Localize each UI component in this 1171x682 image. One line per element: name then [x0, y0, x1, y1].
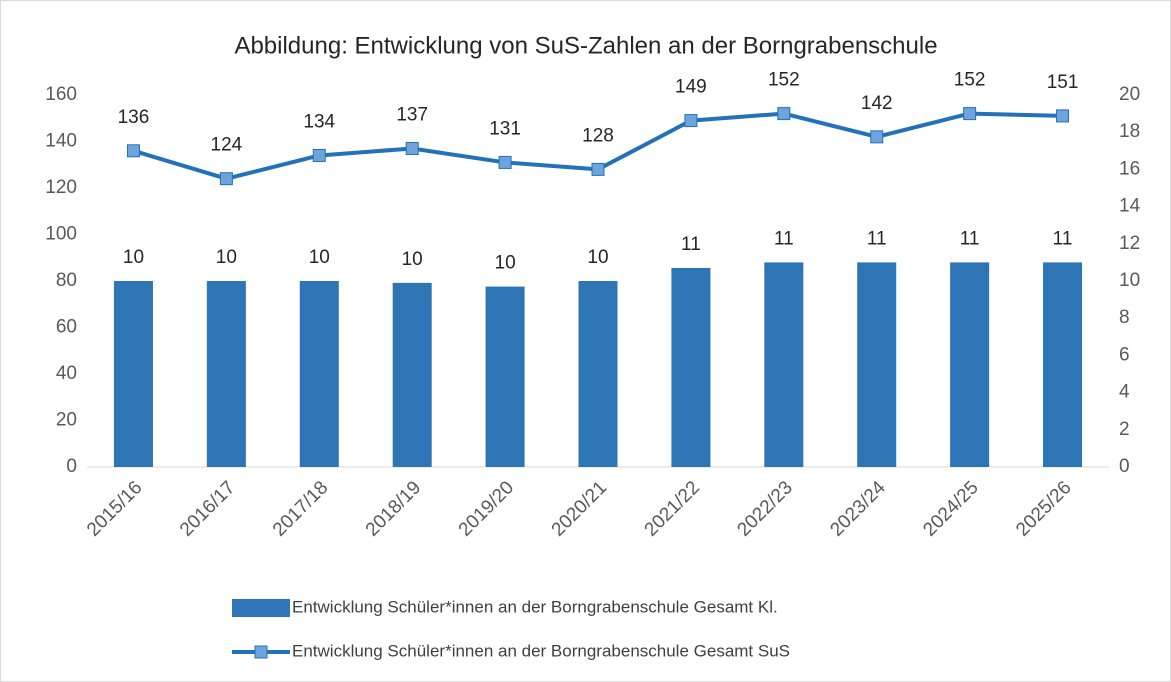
bar — [113, 281, 153, 467]
y-tick-label: 0 — [66, 456, 77, 477]
marker — [312, 148, 326, 162]
y-tick-label: 80 — [56, 270, 77, 291]
line-label: 136 — [118, 107, 150, 128]
y2-tick-label: 6 — [1119, 344, 1130, 365]
marker — [405, 141, 419, 155]
bar — [206, 281, 246, 467]
line-label: 131 — [489, 118, 521, 139]
marker — [870, 130, 884, 144]
line-label: 151 — [1047, 72, 1079, 93]
legend-marker — [254, 645, 268, 659]
y2-tick-label: 10 — [1119, 270, 1140, 291]
line-label: 128 — [582, 125, 614, 146]
y2-tick-label: 14 — [1119, 196, 1141, 217]
y2-tick-label: 20 — [1119, 84, 1140, 105]
bar — [857, 262, 897, 467]
y2-tick-label: 0 — [1119, 456, 1130, 477]
y-tick-label: 160 — [45, 84, 77, 105]
y-tick-label: 20 — [56, 410, 77, 431]
bar — [764, 262, 804, 467]
marker — [1056, 109, 1070, 123]
line-label: 152 — [954, 70, 986, 91]
bar-label: 10 — [587, 247, 608, 268]
marker — [963, 107, 977, 121]
bar-label: 11 — [1053, 228, 1073, 249]
chart-title: Abbildung: Entwicklung von SuS-Zahlen an… — [234, 32, 937, 59]
legend-label: Entwicklung Schüler*innen an der Borngra… — [292, 641, 790, 660]
bar-label: 10 — [309, 247, 330, 268]
legend-swatch — [232, 599, 290, 617]
line-label: 137 — [396, 104, 428, 125]
marker — [684, 114, 698, 128]
bar — [299, 281, 339, 467]
bar — [950, 262, 990, 467]
line-label: 142 — [861, 93, 893, 114]
y2-tick-label: 16 — [1119, 158, 1140, 179]
bar-label: 10 — [123, 247, 144, 268]
bar-label: 10 — [216, 247, 237, 268]
y2-tick-label: 18 — [1119, 121, 1140, 142]
bar-label: 10 — [402, 249, 423, 270]
bar — [578, 281, 618, 467]
y2-tick-label: 4 — [1119, 382, 1130, 403]
marker — [126, 144, 140, 158]
bar-label: 11 — [867, 228, 887, 249]
line-label: 149 — [675, 77, 707, 98]
y-tick-label: 120 — [45, 177, 77, 198]
bar-label: 10 — [495, 253, 516, 274]
bar — [485, 286, 525, 467]
marker — [777, 107, 791, 121]
bar-label: 11 — [681, 234, 701, 255]
marker — [498, 155, 512, 169]
y-tick-label: 60 — [56, 317, 77, 338]
marker — [591, 162, 605, 176]
legend-label: Entwicklung Schüler*innen an der Borngra… — [292, 597, 778, 616]
y-tick-label: 100 — [45, 224, 77, 245]
bar — [392, 282, 432, 467]
bar-label: 11 — [960, 228, 980, 249]
y2-tick-label: 8 — [1119, 307, 1130, 328]
marker — [219, 172, 233, 186]
bar — [1043, 262, 1083, 467]
bar-label: 11 — [774, 228, 794, 249]
y2-tick-label: 12 — [1119, 233, 1140, 254]
y-tick-label: 40 — [56, 363, 77, 384]
y-tick-label: 140 — [45, 131, 77, 152]
line-label: 134 — [303, 111, 335, 132]
bar — [671, 267, 711, 467]
line-label: 124 — [211, 135, 243, 156]
y2-tick-label: 2 — [1119, 419, 1130, 440]
line-label: 152 — [768, 70, 800, 91]
